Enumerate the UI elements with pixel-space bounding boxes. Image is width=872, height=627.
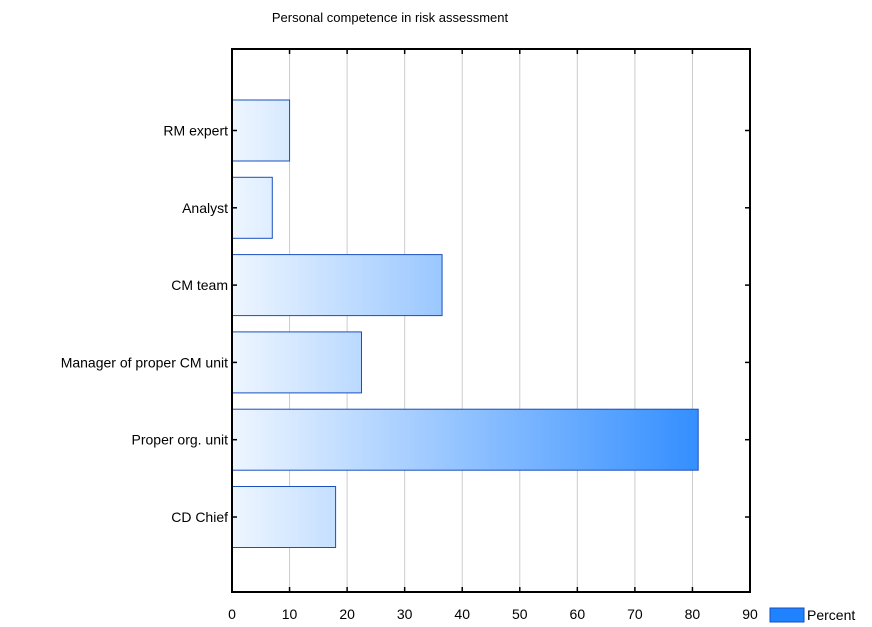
x-tick-label: 30 <box>397 606 413 622</box>
bar <box>231 99 291 162</box>
bar <box>231 408 699 471</box>
bar <box>231 331 362 394</box>
x-tick-label: 40 <box>454 606 470 622</box>
category-label: Analyst <box>182 200 228 216</box>
legend: Percent <box>769 607 855 623</box>
axes <box>231 48 751 593</box>
x-tick-label: 10 <box>282 606 298 622</box>
x-tick-label: 80 <box>685 606 701 622</box>
grid-lines <box>289 49 693 592</box>
bars <box>231 99 699 548</box>
category-label: CM team <box>171 277 228 293</box>
x-tick-labels: 0 10 20 30 40 50 60 70 80 90 <box>228 606 758 622</box>
category-label: Manager of proper CM unit <box>61 354 228 370</box>
category-label: CD Chief <box>171 509 228 525</box>
x-tick-label: 0 <box>228 606 236 622</box>
x-tick-label: 50 <box>512 606 528 622</box>
bar <box>231 176 273 239</box>
category-label: Proper org. unit <box>132 432 229 448</box>
x-tick-label: 20 <box>339 606 355 622</box>
x-tick-label: 90 <box>742 606 758 622</box>
chart-title: Personal competence in risk assessment <box>272 10 509 25</box>
legend-swatch <box>769 607 805 623</box>
category-label: RM expert <box>163 123 228 139</box>
bar <box>231 254 443 317</box>
x-tick-label: 70 <box>627 606 643 622</box>
bar <box>231 486 337 548</box>
x-tick-label: 60 <box>570 606 586 622</box>
category-labels: RM expert Analyst CM team Manager of proper… <box>61 123 228 526</box>
plot-frame <box>231 48 751 593</box>
legend-label: Percent <box>807 607 855 623</box>
